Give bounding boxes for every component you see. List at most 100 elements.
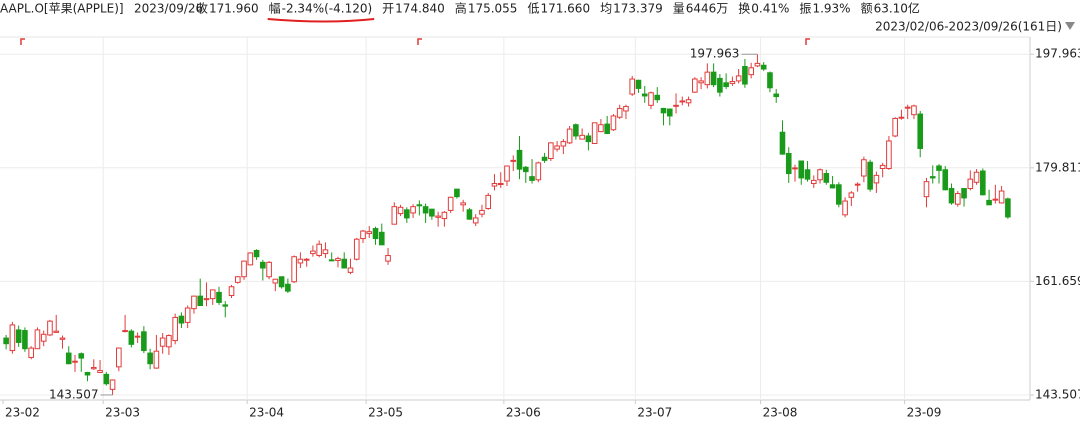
candle-body — [510, 159, 517, 162]
candle-body — [954, 193, 961, 205]
candle-body — [579, 134, 585, 140]
x-tick-label: 23-02 — [5, 406, 40, 420]
info-value: 171.960 — [209, 2, 259, 16]
candle-body — [735, 75, 742, 82]
candle-body — [566, 128, 573, 144]
info-value: 175.055 — [468, 2, 518, 16]
event-marker — [805, 38, 810, 45]
candle-body — [779, 131, 786, 155]
candle-body — [911, 105, 917, 116]
event-marker — [20, 38, 25, 45]
range-dropdown[interactable] — [1065, 22, 1075, 30]
candle-body — [253, 249, 260, 258]
candle-body — [604, 123, 610, 134]
candle-body — [785, 152, 792, 175]
candle-body — [917, 113, 924, 149]
candle-body — [15, 329, 22, 343]
candle-body — [353, 238, 360, 260]
info-value: 6446万 — [686, 2, 729, 16]
candle-body — [178, 315, 185, 324]
max-label: 197.963 — [690, 47, 740, 61]
candle-body — [103, 373, 110, 385]
x-tick-label: 23-08 — [763, 406, 798, 420]
candle-body — [303, 258, 310, 261]
x-tick-label: 23-09 — [907, 406, 942, 420]
candle-body — [748, 67, 754, 76]
candle-body — [184, 307, 191, 323]
event-marker — [417, 38, 422, 45]
candle-body — [810, 179, 817, 185]
candle-body — [635, 79, 642, 89]
candle-body — [829, 184, 836, 189]
candle-body — [172, 316, 178, 342]
candle-body — [441, 211, 448, 220]
info-value: 63.10亿 — [874, 1, 920, 16]
candle-body — [836, 184, 842, 205]
candle-body — [59, 337, 66, 340]
candle-body — [998, 190, 1005, 204]
candle-body — [47, 320, 53, 336]
candle-body — [591, 122, 598, 144]
candle-body — [122, 330, 128, 333]
candle-body — [278, 276, 285, 288]
candle-body — [141, 331, 147, 352]
candle-body — [992, 198, 999, 201]
candle-body — [128, 330, 135, 345]
candle-body — [898, 116, 905, 119]
candle-body — [729, 81, 736, 84]
candle-body — [460, 202, 466, 206]
candle-body — [554, 145, 560, 150]
candle-body — [798, 160, 805, 179]
candle-body — [272, 278, 279, 284]
candle-body — [773, 93, 780, 98]
candle-body — [22, 330, 28, 350]
candle-body — [548, 142, 554, 159]
candle-body — [234, 276, 241, 283]
candle-body — [385, 254, 391, 262]
candle-body — [942, 169, 949, 191]
candle-body — [904, 106, 911, 109]
candle-body — [3, 337, 9, 345]
candle-body — [504, 165, 510, 182]
change-underline — [267, 18, 375, 23]
x-tick-label: 23-03 — [105, 406, 140, 420]
info-label: 振 — [799, 2, 811, 16]
candle-body — [422, 206, 429, 214]
candle-body — [391, 206, 398, 225]
candle-body — [973, 171, 980, 183]
candle-body — [986, 199, 992, 206]
candle-body — [209, 289, 216, 300]
candle-body — [660, 107, 667, 114]
candle-body — [792, 167, 798, 170]
candle-body — [159, 337, 166, 347]
candle-body — [648, 92, 654, 106]
candle-body — [666, 108, 673, 117]
candle-body — [266, 261, 272, 278]
candle-body — [316, 243, 322, 256]
info-value: -2.34%(-4.120) — [282, 2, 373, 16]
candle-body — [285, 283, 291, 292]
x-tick-label: 23-04 — [249, 406, 284, 420]
candle-body — [961, 188, 967, 199]
symbol: AAPL.O[苹果(APPLE)] — [0, 2, 124, 16]
candle-body — [472, 217, 479, 224]
candle-body — [360, 230, 366, 240]
candle-body — [435, 215, 441, 218]
candle-body — [297, 258, 304, 264]
candle-body — [1005, 198, 1011, 218]
y-tick-label: 197.963 — [1035, 47, 1080, 61]
candle-body — [378, 231, 385, 246]
info-label: 额 — [861, 2, 873, 16]
candle-body — [134, 335, 141, 338]
candle-body — [867, 161, 873, 190]
range-label[interactable]: 2023/02/06-2023/09/26(161日) — [875, 20, 1062, 34]
candle-body — [673, 104, 679, 107]
candle-body — [479, 209, 485, 215]
candle-body — [629, 78, 636, 95]
candle-body — [40, 333, 47, 342]
candle-body — [247, 252, 254, 266]
y-tick-label: 143.507 — [1035, 387, 1080, 401]
info-label: 幅 — [269, 1, 281, 16]
candle-body — [397, 206, 404, 215]
info-label: 开 — [382, 2, 394, 16]
